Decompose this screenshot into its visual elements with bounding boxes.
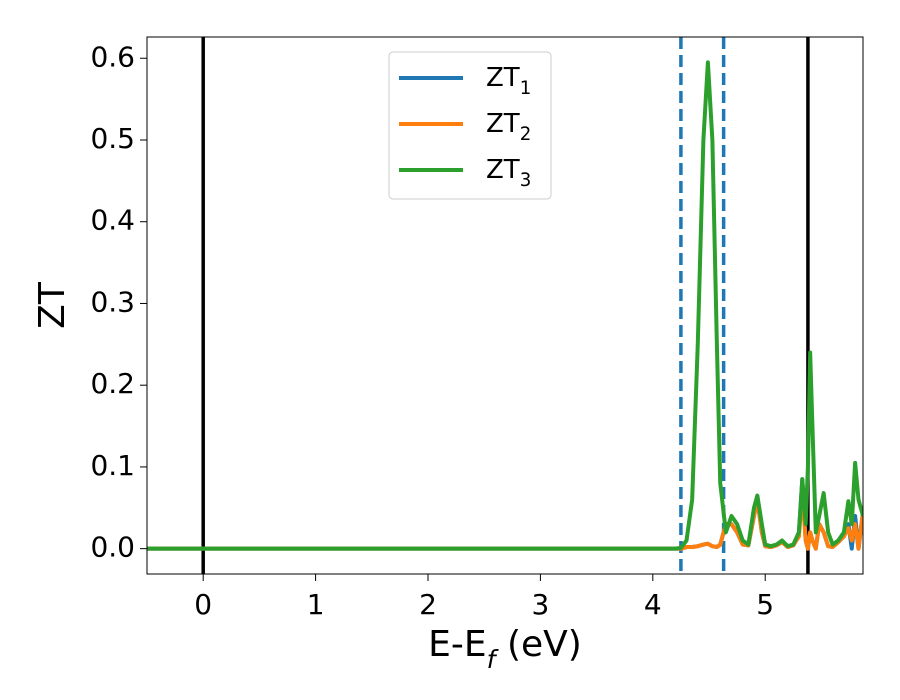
y-tick-label: 0.2: [90, 367, 135, 400]
x-tick-label: 4: [644, 588, 662, 621]
plot-frame: [146, 36, 864, 575]
legend-label: ZT2: [486, 109, 531, 145]
x-tick-label: 3: [531, 588, 549, 621]
legend-box: [388, 51, 552, 200]
y-tick-label: 0.3: [90, 285, 135, 318]
y-tick-label: 0.6: [90, 40, 135, 73]
y-tick-label: 0.0: [90, 531, 135, 564]
series-line: [147, 60, 863, 551]
y-tick-label: 0.5: [90, 122, 135, 155]
x-tick-label: 2: [419, 588, 437, 621]
x-tick-label: 1: [307, 588, 325, 621]
legend-label: ZT3: [486, 155, 531, 191]
y-tick-label: 0.4: [90, 204, 135, 237]
y-axis-label: ZT: [32, 281, 73, 329]
legend-label: ZT1: [486, 63, 531, 99]
y-tick-label: 0.1: [90, 449, 135, 482]
x-tick-label: 5: [756, 588, 774, 621]
x-tick-label: 0: [194, 588, 212, 621]
x-axis-label: E-Ef (eV): [428, 624, 582, 674]
